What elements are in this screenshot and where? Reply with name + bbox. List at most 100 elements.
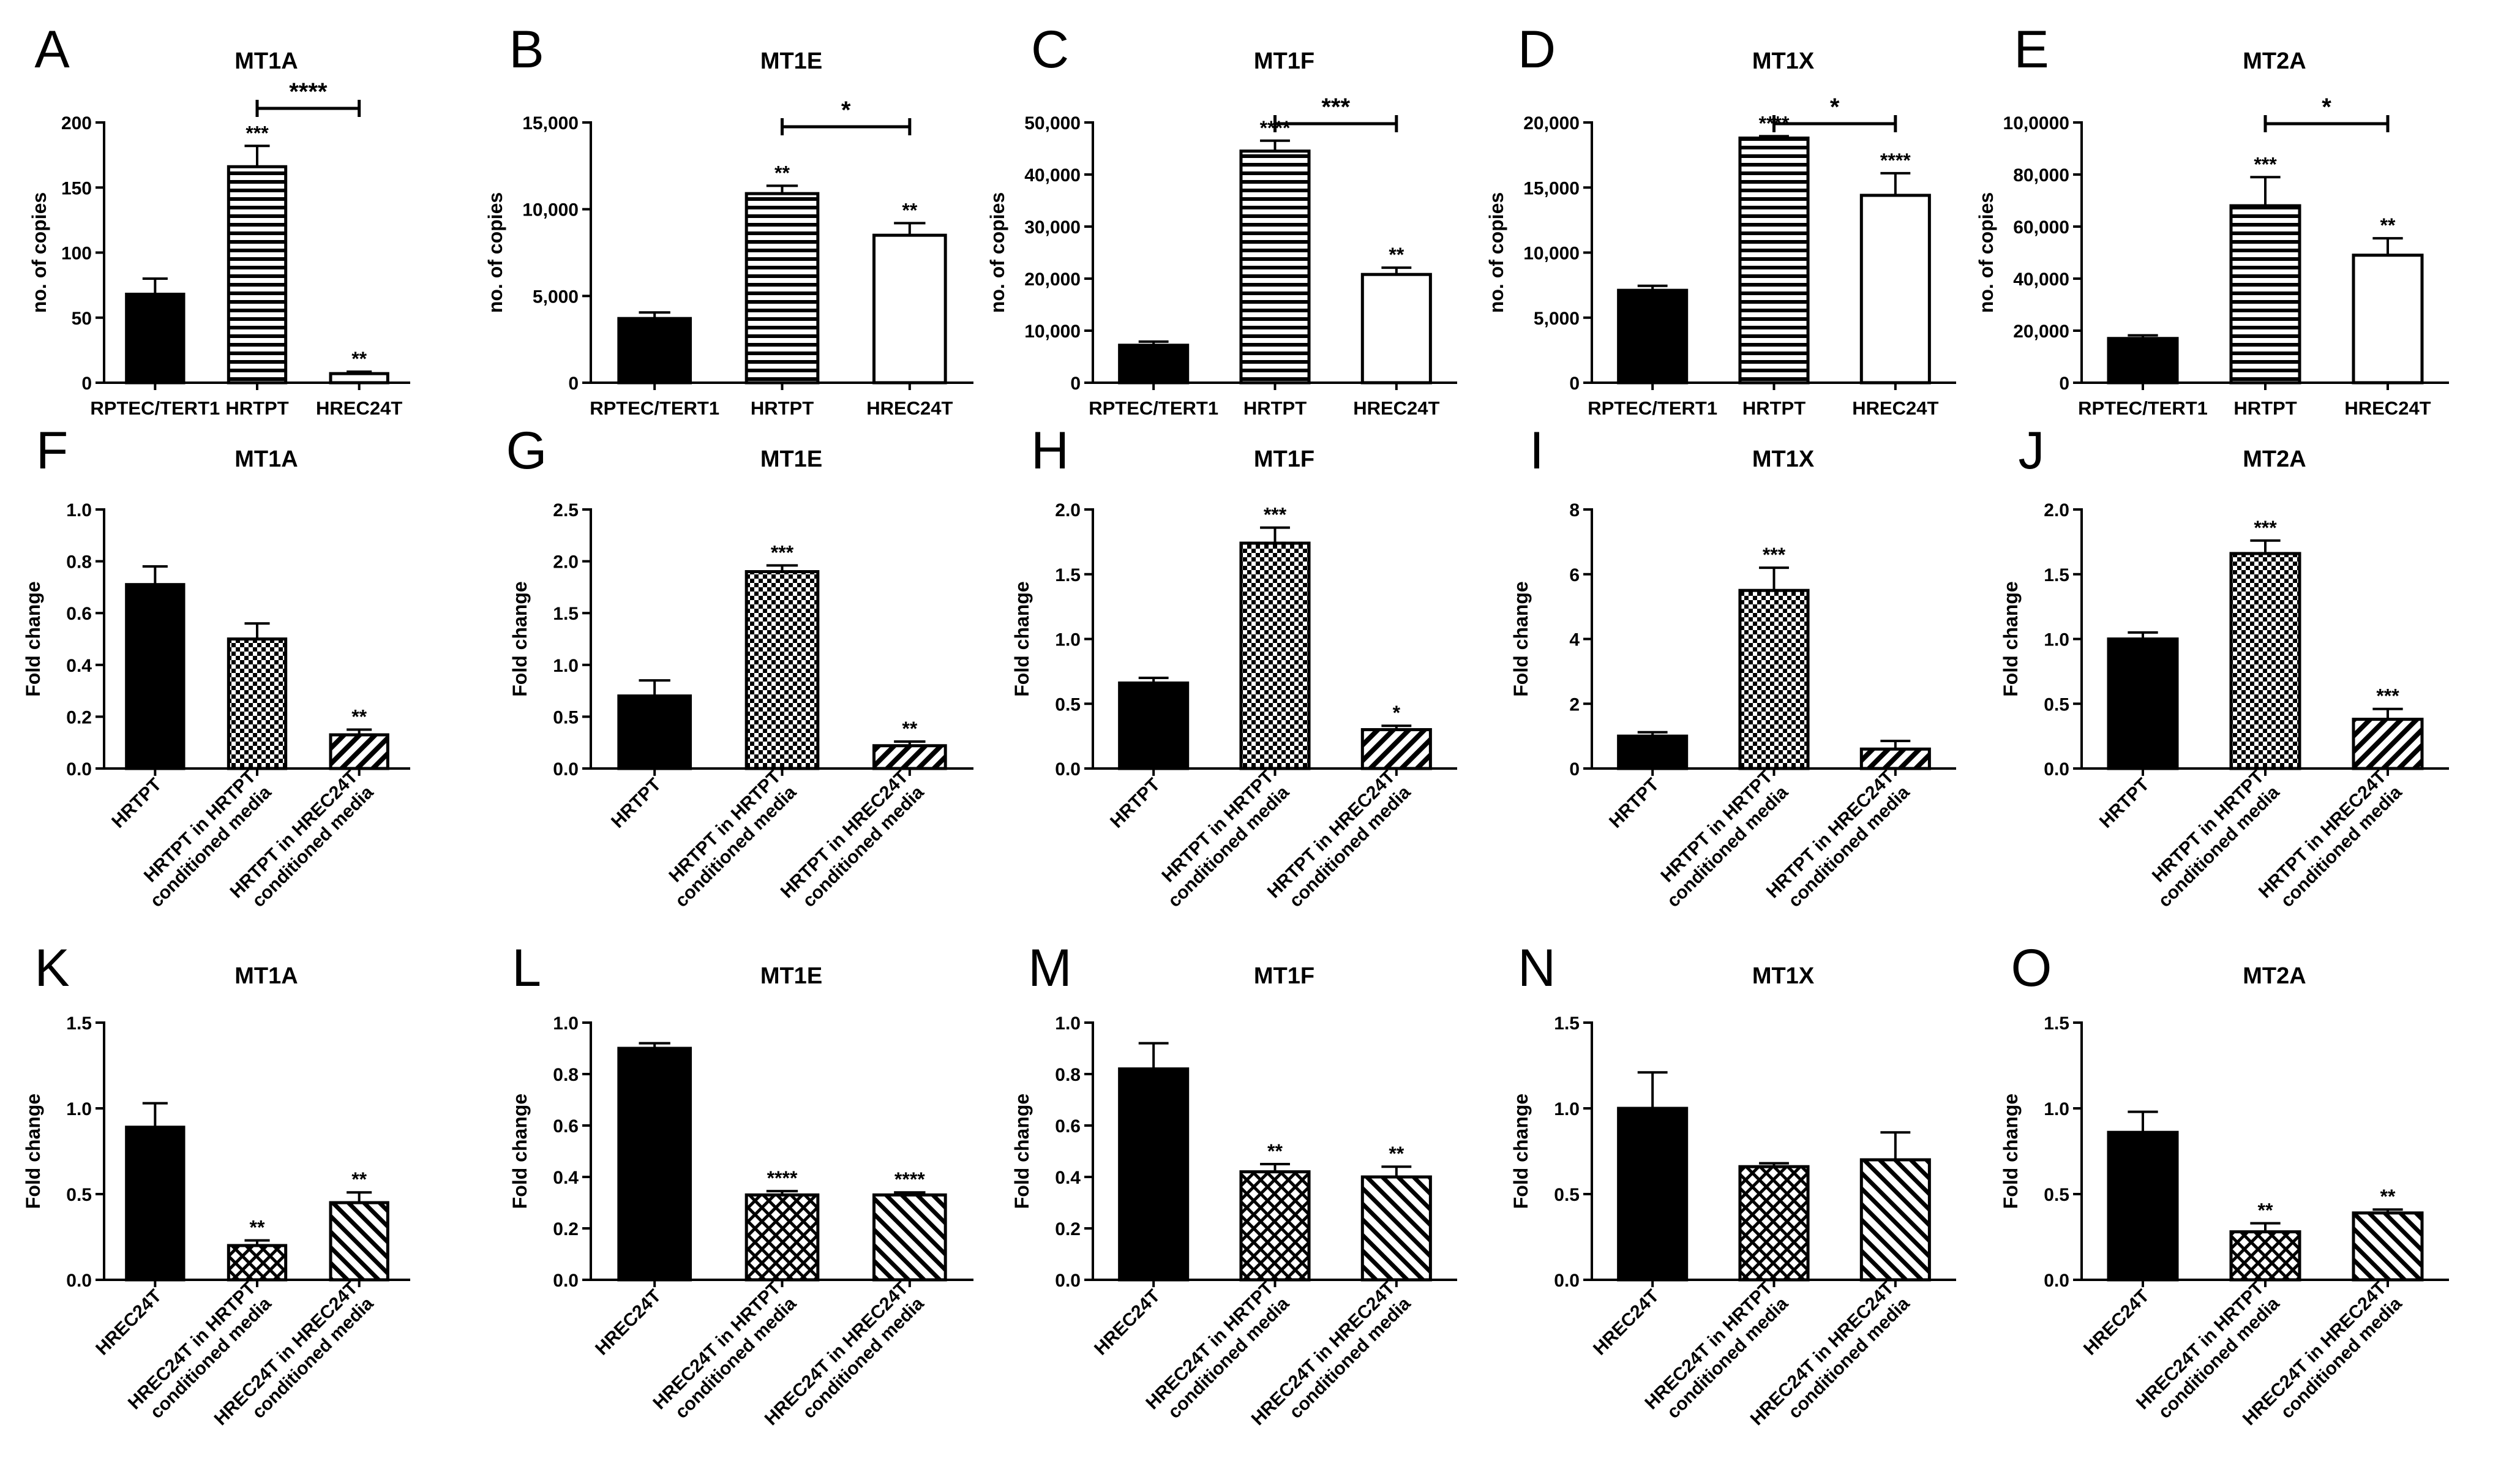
bar [1617,1107,1689,1282]
significance-label: ** [2380,214,2396,236]
y-tick-label: 0.0 [66,759,92,780]
bar [125,583,186,770]
panel-letter: A [34,20,70,79]
y-tick-label: 1.0 [553,1013,579,1034]
bar [1859,194,1931,385]
significance-label: *** [2254,517,2277,539]
y-tick-label: 150 [61,178,92,198]
comparison-significance: **** [289,78,328,105]
y-axis-label: Fold change [1510,581,1532,696]
y-tick-label: 0.0 [1554,1271,1580,1291]
y-tick-label: 0.0 [2044,1271,2069,1291]
y-tick-label: 0.8 [66,552,92,573]
y-tick-label: 0.0 [66,1271,92,1291]
y-axis-label: Fold change [22,581,44,696]
bar [744,1193,820,1282]
bar [1118,1067,1190,1282]
bar [2107,337,2179,385]
panel-letter: N [1518,939,1556,998]
significance-label: ** [250,1217,265,1239]
comparison-significance: *** [1321,94,1350,121]
y-tick-label: 20,000 [1523,113,1580,133]
category-label: HRTPT [1605,775,1663,832]
significance-label: ** [902,718,917,740]
panel-letter: I [1529,421,1544,480]
bar [125,293,186,385]
panel-letter: B [509,20,544,79]
y-tick-label: 0.4 [66,656,92,676]
significance-label: *** [771,541,794,563]
y-tick-label: 5,000 [1534,309,1580,329]
panel-letter: M [1028,939,1072,998]
y-tick-label: 0 [1070,374,1081,394]
bar [2107,1130,2179,1282]
significance-label: ** [1267,1140,1283,1162]
panel-G: G MT1E 0.0 0.5 1.0 1.5 2.0 2.5 Fold change HRTPT *… [506,421,973,918]
y-tick-label: 0.5 [2044,1185,2069,1205]
category-label: HRTPT [607,775,665,832]
category-label-line: HREC24T [2080,1286,2153,1359]
panel-letter: F [36,421,69,480]
y-tick-label: 10,000 [1523,244,1580,264]
y-tick-label: 1.5 [2044,1013,2069,1034]
category-label: HRTPT [751,397,814,419]
bar [872,1193,947,1282]
y-tick-label: 1.5 [1055,565,1081,585]
y-tick-label: 0.5 [2044,694,2069,715]
chart-title: MT1E [760,48,822,74]
chart-title: MT1X [1752,963,1815,989]
y-tick-label: 40,000 [1024,165,1081,186]
panel-C: C MT1F 0 10,000 20,000 30,000 40,000 50,000 no. … [986,20,1457,419]
category-label: HRTPT in HREC24Tconditioned media [777,767,928,918]
bar [2229,552,2301,770]
panel-H: H MT1F 0.0 0.5 1.0 1.5 2.0 Fold change HRTPT *** H… [1011,421,1457,911]
bar [617,317,692,385]
category-label: RPTEC/TERT1 [1089,397,1218,419]
y-tick-label: 0 [1569,374,1580,394]
category-label-line: HRTPT [108,775,165,832]
panel-J: J MT2A 0.0 0.5 1.0 1.5 2.0 Fold change HRTPT *** H… [2000,421,2449,918]
category-label: HREC24T [866,397,953,419]
y-tick-label: 1.0 [1055,630,1081,650]
panel-D: D MT1X 0 5,000 10,000 15,000 20,000 no. of copi… [1485,20,1956,419]
y-tick-label: 0.0 [1055,1271,1081,1291]
y-axis-label: Fold change [2000,1094,2022,1209]
significance-label: ** [351,1168,367,1190]
category-label-line: HRTPT [1605,775,1663,832]
chart-title: MT1A [234,48,298,74]
significance-label: *** [1763,544,1786,566]
y-tick-label: 5,000 [533,287,579,307]
panel-letter: E [2014,20,2049,79]
y-tick-label: 2.0 [2044,500,2069,521]
bar [1118,681,1190,770]
y-axis-label: Fold change [1011,581,1033,696]
bar [2229,204,2301,385]
significance-label: ** [1389,244,1404,266]
panel-B: B MT1E 0 5,000 10,000 15,000 no. of copies RPTE… [484,20,973,419]
y-tick-label: 0.2 [66,707,92,727]
y-tick-label: 10,000 [522,200,579,220]
y-tick-label: 1.5 [2044,565,2069,585]
significance-label: * [1393,702,1401,724]
y-tick-label: 0.2 [553,1219,579,1239]
bar [1617,734,1689,770]
y-tick-label: 2 [1569,694,1580,715]
category-label-line: HREC24T [1589,1286,1663,1359]
category-label: HREC24T [591,1286,665,1359]
chart-title: MT1A [234,446,298,472]
category-label: RPTEC/TERT1 [1588,397,1717,419]
y-tick-label: 0.0 [553,1271,579,1291]
category-label: RPTEC/TERT1 [2078,397,2208,419]
y-tick-label: 6 [1569,565,1580,585]
category-label: HRTPT [1243,397,1307,419]
panel-M: M MT1F 0.0 0.2 0.4 0.6 0.8 1.0 Fold change HREC24… [1011,939,1457,1429]
bar [329,1201,389,1282]
bar [744,570,820,770]
bar [2229,1230,2301,1282]
panel-O: O MT2A 0.0 0.5 1.0 1.5 Fold change HREC24T ** HRE… [2000,939,2449,1429]
bar [1360,728,1432,770]
chart-title: MT1X [1752,48,1815,74]
category-label: HRTPT in HREC24Tconditioned media [2255,767,2406,918]
